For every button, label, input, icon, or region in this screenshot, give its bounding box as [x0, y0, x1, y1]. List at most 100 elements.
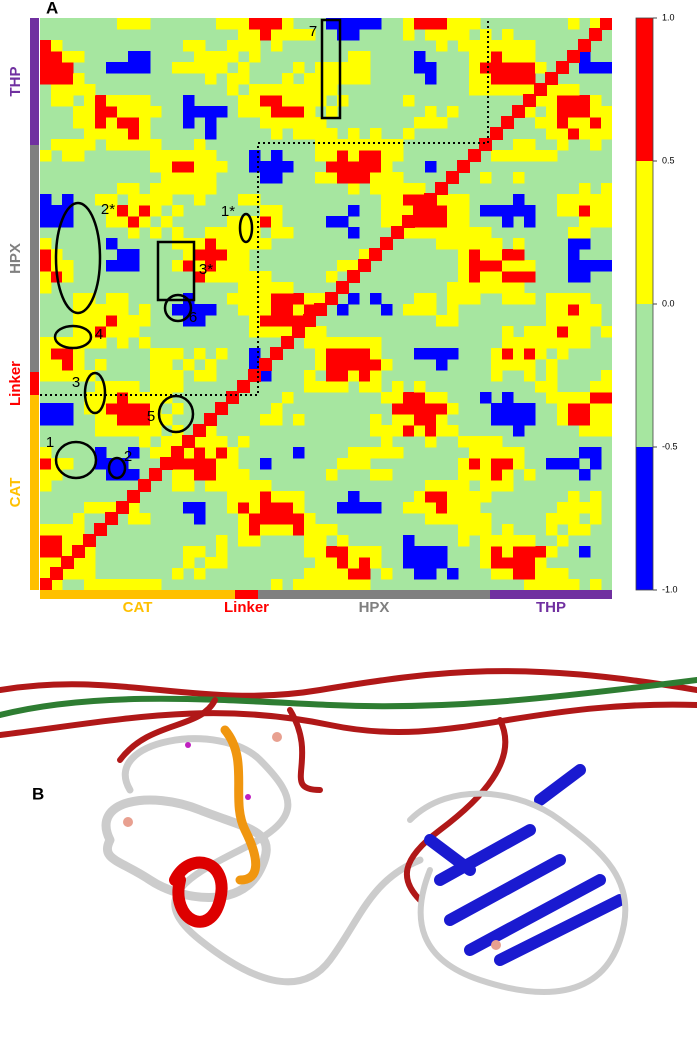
heatmap-cell	[491, 249, 503, 261]
heatmap-cell	[326, 469, 338, 481]
heatmap-cell	[238, 95, 250, 107]
heatmap-cell	[491, 414, 503, 426]
domain-bar	[30, 145, 39, 372]
heatmap-cell	[216, 447, 228, 459]
heatmap-cell	[128, 106, 140, 118]
heatmap-cell	[491, 480, 503, 492]
heatmap-cell	[381, 161, 393, 173]
heatmap-cell	[480, 40, 492, 52]
heatmap-cell	[249, 150, 261, 162]
diagonal-cell	[116, 501, 129, 514]
diagonal-cell	[171, 446, 184, 459]
heatmap-cell	[117, 403, 129, 415]
heatmap-cell	[348, 447, 360, 459]
heatmap-cell	[95, 381, 107, 393]
heatmap-cell	[546, 392, 558, 404]
heatmap-cell	[106, 95, 118, 107]
heatmap-cell	[579, 95, 591, 107]
heatmap-cell	[161, 436, 173, 448]
heatmap-cell	[579, 293, 591, 305]
heatmap-cell	[128, 216, 140, 228]
heatmap-cell	[502, 62, 514, 74]
heatmap-cell	[491, 150, 503, 162]
heatmap-cell	[480, 62, 492, 74]
heatmap-cell	[447, 227, 459, 239]
heatmap-cell	[62, 73, 74, 85]
heatmap-cell	[502, 51, 514, 63]
heatmap-cell	[205, 51, 217, 63]
diagonal-cell	[138, 479, 151, 492]
heatmap-cell	[183, 62, 195, 74]
heatmap-cell	[139, 436, 151, 448]
heatmap-cell	[194, 436, 206, 448]
heatmap-cell	[161, 183, 173, 195]
heatmap-cell	[183, 117, 195, 129]
heatmap-cell	[106, 205, 118, 217]
heatmap-cell	[117, 106, 129, 118]
heatmap-cell	[183, 249, 195, 261]
heatmap-cell	[62, 337, 74, 349]
heatmap-cell	[469, 84, 481, 96]
heatmap-cell	[62, 260, 74, 272]
heatmap-cell	[326, 271, 338, 283]
heatmap-cell	[414, 216, 426, 228]
diagonal-cell	[281, 336, 294, 349]
heatmap-cell	[205, 62, 217, 74]
heatmap-cell	[381, 568, 393, 580]
heatmap-cell	[106, 458, 118, 470]
heatmap-cell	[106, 106, 118, 118]
heatmap-cell	[436, 480, 448, 492]
heatmap-cell	[425, 491, 437, 503]
diagonal-cell	[457, 160, 470, 173]
heatmap-cell	[513, 568, 525, 580]
heatmap-cell	[62, 458, 74, 470]
heatmap-cell	[128, 128, 140, 140]
heatmap-cell	[227, 51, 239, 63]
heatmap-cell	[337, 260, 349, 272]
heatmap-cell	[249, 216, 261, 228]
heatmap-cell	[513, 194, 525, 206]
heatmap-cell	[106, 139, 118, 151]
heatmap-cell	[447, 293, 459, 305]
ion	[245, 794, 251, 800]
heatmap-cell	[139, 579, 151, 590]
heatmap-cell	[183, 447, 195, 459]
heatmap-cell	[260, 458, 272, 470]
heatmap-cell	[260, 106, 272, 118]
heatmap-cell	[84, 392, 96, 404]
heatmap-cell	[568, 95, 580, 107]
heatmap-cell	[183, 40, 195, 52]
heatmap-cell	[128, 227, 140, 239]
heatmap-cell	[183, 183, 195, 195]
heatmap-cell	[216, 227, 228, 239]
heatmap-cell	[447, 282, 459, 294]
heatmap-cell	[216, 348, 228, 360]
heatmap-cell	[557, 84, 569, 96]
heatmap-cell	[282, 293, 294, 305]
heatmap-cell	[260, 271, 272, 283]
heatmap-cell	[513, 271, 525, 283]
heatmap-cell	[381, 194, 393, 206]
heatmap-cell	[359, 161, 371, 173]
heatmap-cell	[480, 557, 492, 569]
heatmap-cell	[260, 326, 272, 338]
heatmap-cell	[84, 568, 96, 580]
heatmap-cell	[73, 370, 85, 382]
diagonal-cell	[347, 270, 360, 283]
heatmap-cell	[205, 260, 217, 272]
heatmap-cell	[557, 95, 569, 107]
colorbar-band	[636, 18, 653, 161]
heatmap-cell	[238, 535, 250, 547]
heatmap-cell	[469, 447, 481, 459]
diagonal-cell	[61, 556, 74, 569]
heatmap-cell	[51, 546, 63, 558]
heatmap-cell	[546, 359, 558, 371]
heatmap-cell	[315, 293, 327, 305]
heatmap-cell	[403, 425, 415, 437]
heatmap-cell	[359, 150, 371, 162]
heatmap-cell	[271, 128, 283, 140]
annotation-label: 6	[189, 309, 197, 326]
heatmap-cell	[414, 381, 426, 393]
heatmap-cell	[491, 403, 503, 415]
